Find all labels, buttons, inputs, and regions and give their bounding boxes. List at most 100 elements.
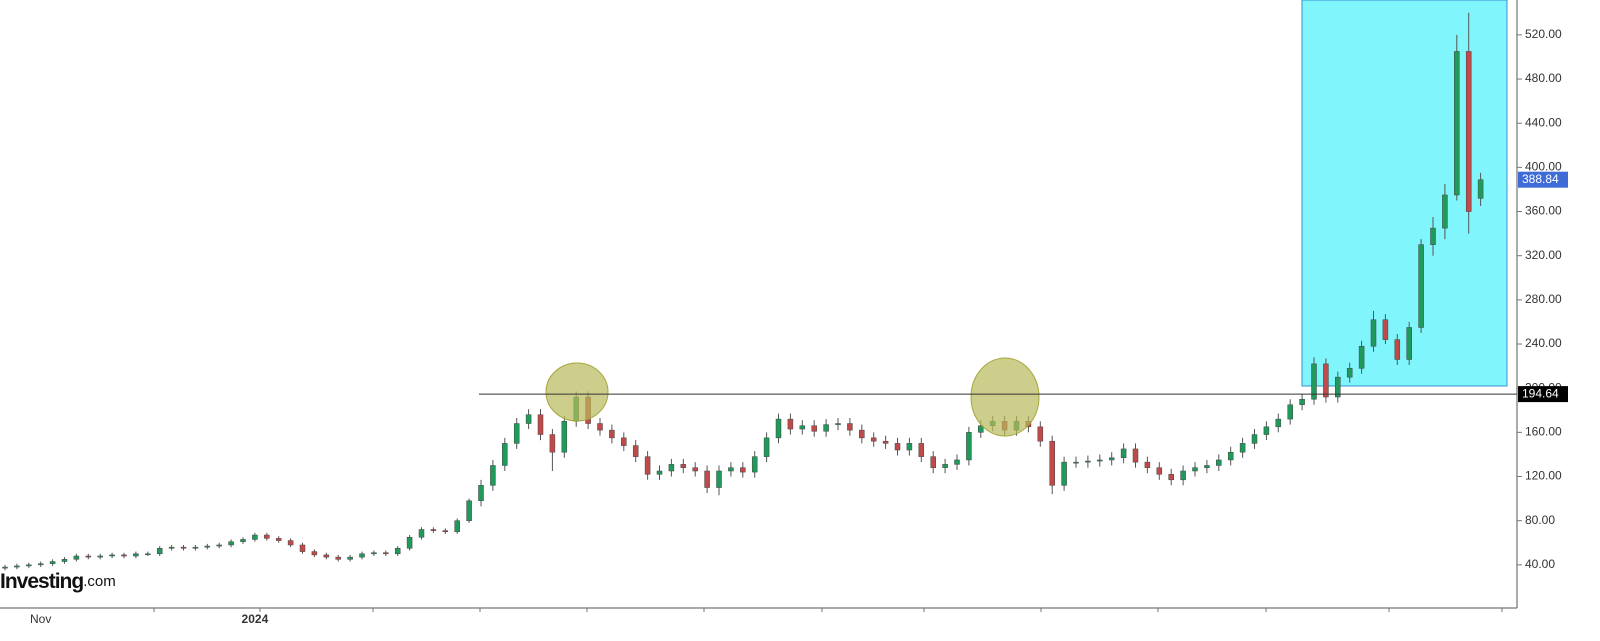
candle-body: [1299, 398, 1305, 405]
candle-body: [192, 546, 199, 549]
candle-body: [799, 425, 806, 430]
candle-body: [680, 464, 687, 468]
candle-body: [728, 467, 734, 472]
candle-body: [1204, 465, 1210, 468]
candle-body: [859, 429, 865, 439]
candle-body: [870, 437, 877, 442]
y-tick-label: 400.00: [1525, 160, 1562, 174]
y-tick-label: 320.00: [1525, 248, 1562, 262]
candle-body: [97, 555, 103, 558]
candle-body: [1085, 460, 1091, 463]
plot-area: [2, 12, 1484, 571]
candle-body: [1454, 51, 1460, 196]
candle-body: [823, 424, 829, 432]
candle-body: [1049, 440, 1055, 486]
y-tick-label: 360.00: [1525, 204, 1562, 218]
candle-body: [906, 443, 913, 451]
candle-body: [383, 552, 389, 555]
candle-body: [632, 445, 639, 457]
last-price-label: 388.84: [1522, 172, 1559, 186]
candle-body: [478, 485, 484, 502]
candle-body: [121, 554, 127, 557]
y-tick-label: 120.00: [1525, 469, 1562, 483]
candle-body: [109, 554, 115, 557]
x-tick-label: 2024: [242, 612, 269, 626]
candle-body: [37, 563, 44, 566]
candle-body: [918, 443, 925, 457]
candle-body: [716, 470, 722, 488]
candle-body: [787, 418, 794, 430]
candle-body: [133, 553, 139, 557]
candle-body: [1287, 404, 1293, 420]
x-ticks: [153, 608, 1503, 612]
candle-body: [2, 566, 8, 569]
y-tick-label: 280.00: [1525, 292, 1562, 306]
highlight-circle: [545, 362, 609, 422]
candle-body: [430, 529, 437, 531]
candle-body: [1156, 467, 1163, 475]
candle-body: [26, 564, 32, 567]
candle-body: [252, 534, 258, 540]
candle-body: [835, 423, 841, 425]
candle-body: [978, 425, 984, 433]
candle-body: [73, 555, 80, 560]
candle-body: [323, 554, 330, 558]
candle-body: [264, 534, 270, 539]
y-tick-label: 240.00: [1525, 336, 1562, 350]
candle-body: [656, 470, 663, 475]
y-tick-label: 160.00: [1525, 425, 1562, 439]
candle-body: [1108, 457, 1115, 461]
candle-body: [882, 440, 889, 444]
candle-body: [168, 546, 175, 549]
candle-body: [1323, 363, 1329, 398]
candle-body: [1037, 426, 1044, 442]
candle-body: [418, 529, 425, 538]
y-tick-label: 80.00: [1525, 513, 1555, 527]
candle-body: [942, 464, 948, 468]
candle-body: [704, 470, 710, 488]
candle-body: [335, 556, 341, 560]
candle-body: [1335, 376, 1341, 398]
candle-body: [775, 418, 782, 439]
candle-body: [287, 540, 294, 546]
highlight-zone: [1301, 0, 1508, 387]
candle-body: [371, 552, 377, 555]
highlight-circle: [970, 357, 1040, 437]
candle-body: [597, 423, 603, 431]
candle-body: [490, 465, 496, 486]
candle-body: [228, 541, 234, 546]
candle-body: [1394, 339, 1401, 360]
candle-body: [1180, 470, 1186, 481]
candle-body: [751, 456, 758, 473]
candle-body: [954, 459, 960, 465]
candle-body: [14, 565, 20, 568]
level-label-box: [1518, 386, 1568, 403]
x-tick-label: Nov: [30, 612, 51, 626]
logo-suffix: .com: [83, 573, 116, 590]
candle-body: [1430, 227, 1436, 245]
y-tick-label: 480.00: [1525, 71, 1562, 85]
candle-body: [1192, 467, 1198, 472]
candle-body: [1406, 327, 1412, 360]
candle-body: [811, 425, 817, 432]
candle-body: [216, 544, 222, 547]
candle-body: [1346, 368, 1353, 378]
candle-body: [406, 536, 413, 549]
candle-body: [763, 437, 770, 457]
candle-body: [644, 456, 651, 475]
candle-body: [525, 414, 532, 424]
y-tick-label: 440.00: [1525, 115, 1562, 129]
candle-body: [442, 530, 449, 532]
candle-body: [1227, 451, 1234, 461]
candle-body: [1442, 194, 1448, 229]
candle-body: [894, 443, 901, 451]
candle-body: [1418, 244, 1424, 328]
candle-body: [466, 500, 472, 521]
logo-name: Investing: [0, 570, 83, 593]
candle-body: [847, 423, 853, 431]
candle-body: [1465, 51, 1472, 212]
candle-body: [621, 437, 627, 446]
candle-body: [740, 467, 746, 473]
candle-body: [1251, 434, 1258, 444]
candle-body: [1061, 461, 1067, 486]
